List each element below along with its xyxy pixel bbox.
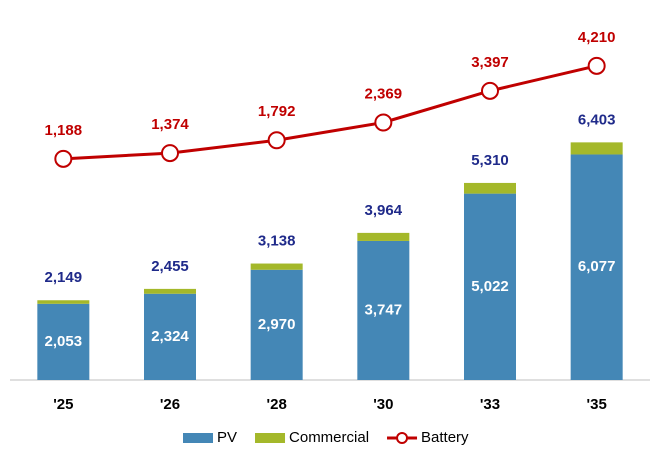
total-label: 3,964 [365,202,403,219]
x-tick-label: '30 [373,396,393,413]
line-value-label: 1,188 [45,122,83,139]
bar-value-label: 2,053 [45,333,83,350]
legend-label: Commercial [289,429,369,446]
line-value-label: 3,397 [471,54,509,71]
line-marker [267,131,286,150]
line-value-label: 4,210 [578,29,616,46]
line-marker [481,81,499,100]
bar-segment [144,288,196,294]
legend-label: PV [217,429,237,446]
bar-segment [37,303,90,380]
bar-segment [250,269,303,380]
line-marker [374,113,393,132]
bar-segment [357,232,410,241]
bar-segment [144,293,196,380]
bar-value-label: 3,747 [365,301,403,318]
line-value-label: 1,792 [258,103,296,120]
bar-segment [570,154,623,380]
total-label: 2,455 [151,258,189,275]
bar-value-label: 2,324 [151,328,189,345]
bar-segment [250,263,303,270]
line-value-label: 1,374 [151,116,189,133]
bar-value-label: 6,077 [578,258,616,275]
total-label: 3,138 [258,233,296,250]
line-marker [54,149,73,168]
bar-segment [357,240,410,380]
line-value-label: 2,369 [365,85,403,102]
line [63,64,598,161]
total-label: 6,403 [578,111,616,128]
x-tick-label: '26 [160,396,180,413]
legend-swatch [396,432,409,444]
legend-swatch [183,433,213,443]
total-label: 5,310 [471,152,509,169]
x-tick-label: '33 [480,396,500,413]
x-tick-label: '25 [53,396,73,413]
x-tick-label: '35 [587,396,607,413]
line-marker [161,144,179,163]
x-tick-label: '28 [267,396,287,413]
line-marker [587,56,606,75]
bar-segment [570,142,623,155]
bar-value-label: 5,022 [471,278,509,295]
bar-segment [464,193,516,380]
total-label: 2,149 [45,269,83,286]
legend-swatch [255,433,286,443]
bar-segment [37,300,90,304]
legend-label: Battery [421,429,469,446]
bar-value-label: 2,970 [258,316,296,333]
bar-segment [464,182,516,194]
